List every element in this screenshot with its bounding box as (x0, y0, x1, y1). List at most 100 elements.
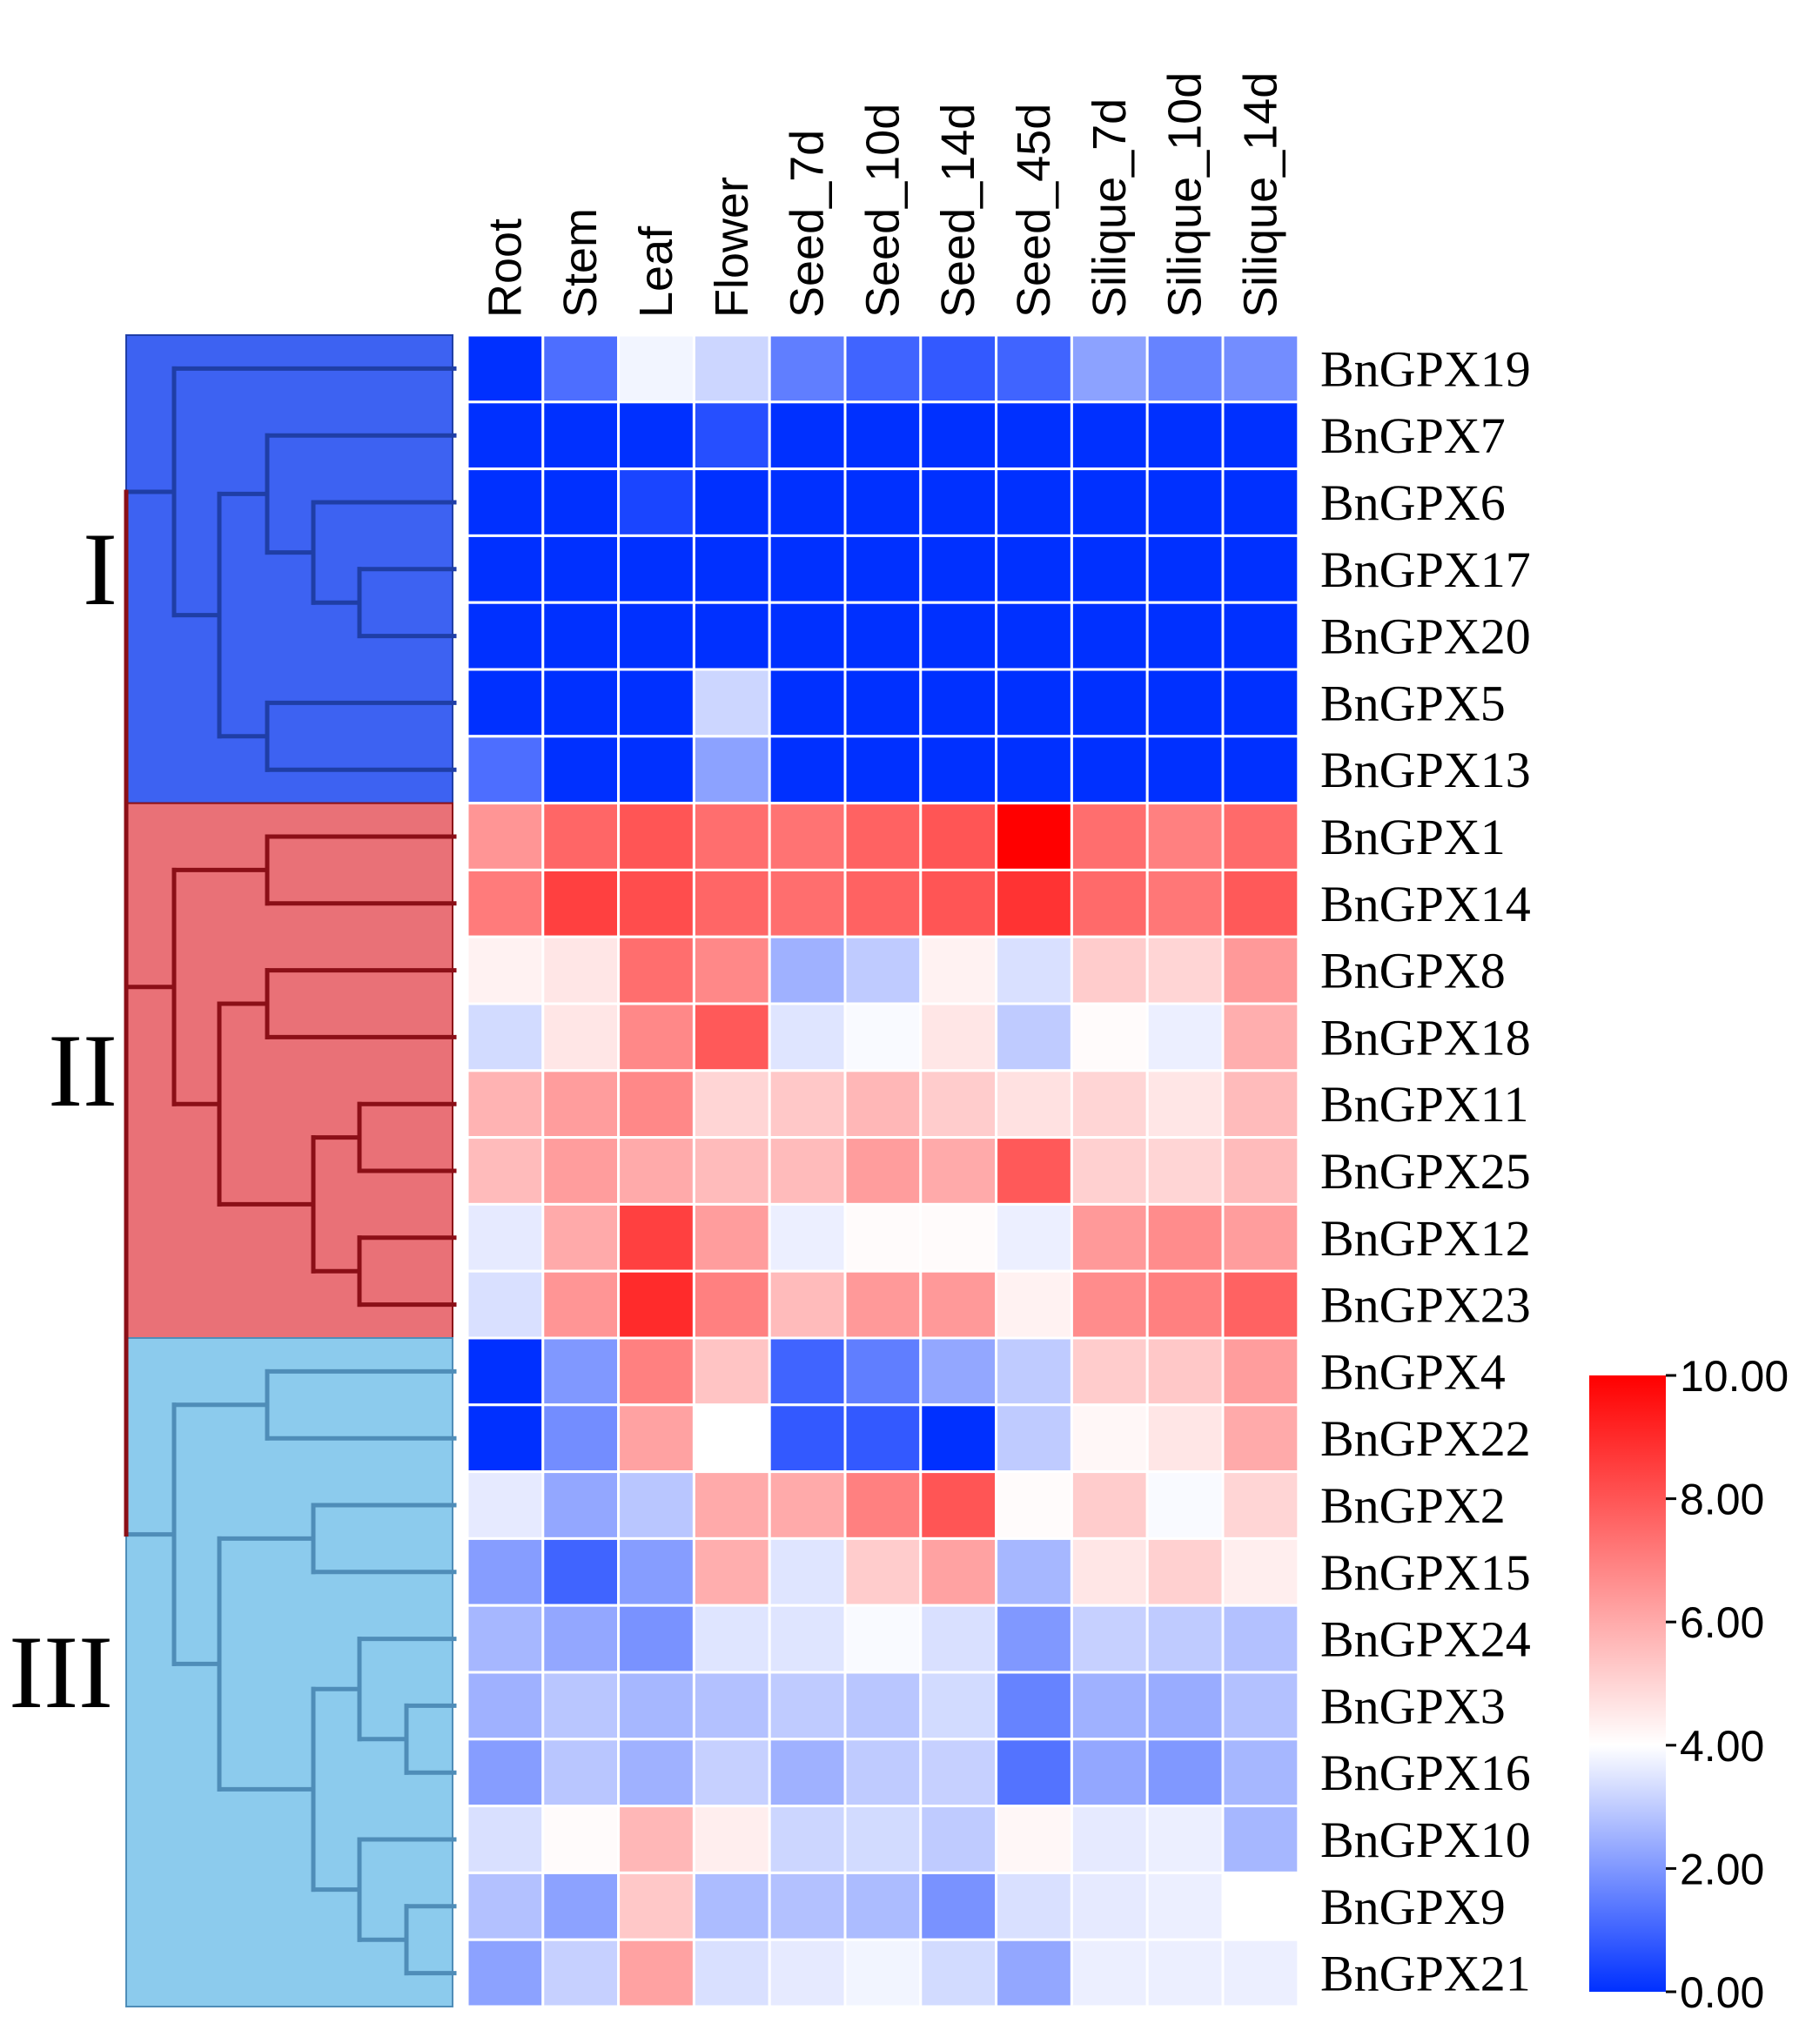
heatmap-cell (843, 668, 923, 738)
heatmap-cell (617, 1671, 695, 1741)
heatmap-cell (995, 1202, 1073, 1273)
heatmap-cell (1070, 1269, 1149, 1340)
row-label: BnGPX13 (1320, 742, 1531, 798)
heatmap-cell (617, 467, 695, 537)
heatmap-cell (466, 1336, 545, 1407)
heatmap-cell (1070, 1805, 1149, 1874)
heatmap-cell (466, 467, 545, 537)
heatmap-cell (692, 1002, 771, 1072)
heatmap-cell (843, 868, 923, 938)
heatmap-cell (995, 935, 1073, 1005)
row-label: BnGPX11 (1320, 1076, 1529, 1133)
heatmap-cell (995, 1269, 1073, 1340)
heatmap-cell (1221, 1671, 1300, 1741)
heatmap-cell (692, 1671, 771, 1741)
heatmap-cell (768, 1805, 847, 1874)
column-label: Silique_14d (1234, 72, 1286, 318)
heatmap-cell (466, 1671, 545, 1741)
heatmap-cell (919, 1403, 998, 1474)
heatmap-cell (995, 1336, 1073, 1407)
heatmap-cell (466, 1604, 545, 1674)
row-label: BnGPX14 (1320, 876, 1531, 932)
heatmap-cell (1145, 1136, 1225, 1206)
cluster-label: I (83, 511, 117, 627)
column-label: Seed_45d (1008, 104, 1060, 318)
heatmap-cell (466, 1470, 545, 1540)
heatmap-cell (1145, 1738, 1225, 1808)
heatmap-cell (1145, 1069, 1225, 1140)
heatmap-cell (692, 601, 771, 671)
heatmap-cell (1070, 868, 1149, 938)
heatmap-cell (843, 1136, 923, 1206)
heatmap-cell (466, 735, 545, 805)
heatmap-cell (768, 668, 847, 738)
heatmap-cell (617, 935, 695, 1005)
heatmap-cell (617, 735, 695, 805)
column-label: Seed_10d (856, 104, 909, 318)
heatmap-cell (995, 333, 1073, 404)
row-label: BnGPX22 (1320, 1410, 1531, 1467)
heatmap-cell (843, 1738, 923, 1808)
heatmap-cell (1070, 1671, 1149, 1741)
row-labels: BnGPX19 BnGPX7 BnGPX6 BnGPX17 BnGPX20 BnGPX5 B… (1320, 340, 1531, 2001)
row-label: BnGPX18 (1320, 1009, 1531, 1066)
heatmap-cell (768, 333, 847, 404)
row-label: BnGPX6 (1320, 474, 1506, 531)
heatmap-cell (843, 601, 923, 671)
column-label: Seed_7d (782, 130, 834, 318)
heatmap-cell (768, 1871, 847, 1941)
heatmap-cell (843, 1871, 923, 1941)
heatmap-cell (692, 1336, 771, 1407)
heatmap-cell (1221, 534, 1300, 604)
heatmap-cell (1145, 1202, 1225, 1273)
heatmap-cell (1070, 935, 1149, 1005)
heatmap-cell (919, 1002, 998, 1072)
heatmap-cell (541, 1938, 621, 2008)
heatmap-cell (692, 467, 771, 537)
row-label: BnGPX10 (1320, 1812, 1531, 1868)
heatmap-cell (1145, 1002, 1225, 1072)
heatmap-cell (1221, 668, 1300, 738)
heatmap-cell (919, 935, 998, 1005)
heatmap-cell (466, 1738, 545, 1808)
heatmap-cell (1221, 868, 1300, 938)
column-label: Seed_14d (932, 104, 984, 318)
heatmap-cell (692, 400, 771, 471)
heatmap-cell (617, 1536, 695, 1607)
heatmap-cell (919, 534, 998, 604)
heatmap-cell (919, 1938, 998, 2008)
heatmap-cell (919, 1136, 998, 1206)
heatmap-cell (1221, 1136, 1300, 1206)
heatmap-cell (1070, 1202, 1149, 1273)
heatmap-cell (541, 668, 621, 738)
heatmap-cell (541, 935, 621, 1005)
heatmap-cell (843, 1269, 923, 1340)
heatmap-cell (843, 1336, 923, 1407)
column-label: Flower (706, 177, 758, 318)
heatmap-cell (541, 1269, 621, 1340)
heatmap-cell (1070, 1403, 1149, 1474)
cluster-label: III (9, 1614, 113, 1730)
heatmap-cell (541, 1805, 621, 1874)
heatmap-cell (995, 1536, 1073, 1607)
heatmap-cell (617, 400, 695, 471)
heatmap-cell (919, 1336, 998, 1407)
cluster-box (125, 802, 453, 1339)
heatmap-cell (843, 534, 923, 604)
heatmap-cell (1070, 1871, 1149, 1941)
heatmap-cell (995, 1871, 1073, 1941)
heatmap-cell (919, 735, 998, 805)
colorbar-tick-label: 6.00 (1680, 1598, 1764, 1647)
heatmap-cell (843, 735, 923, 805)
heatmap-cell (768, 400, 847, 471)
row-label: BnGPX15 (1320, 1544, 1531, 1601)
heatmap-cell (1070, 1069, 1149, 1140)
heatmap-cell (541, 601, 621, 671)
heatmap-cell (919, 467, 998, 537)
heatmap-cell (541, 1069, 621, 1140)
heatmap-cell (541, 1336, 621, 1407)
heatmap-cell (919, 601, 998, 671)
heatmap-cell (768, 1738, 847, 1808)
heatmap-cell (617, 1604, 695, 1674)
